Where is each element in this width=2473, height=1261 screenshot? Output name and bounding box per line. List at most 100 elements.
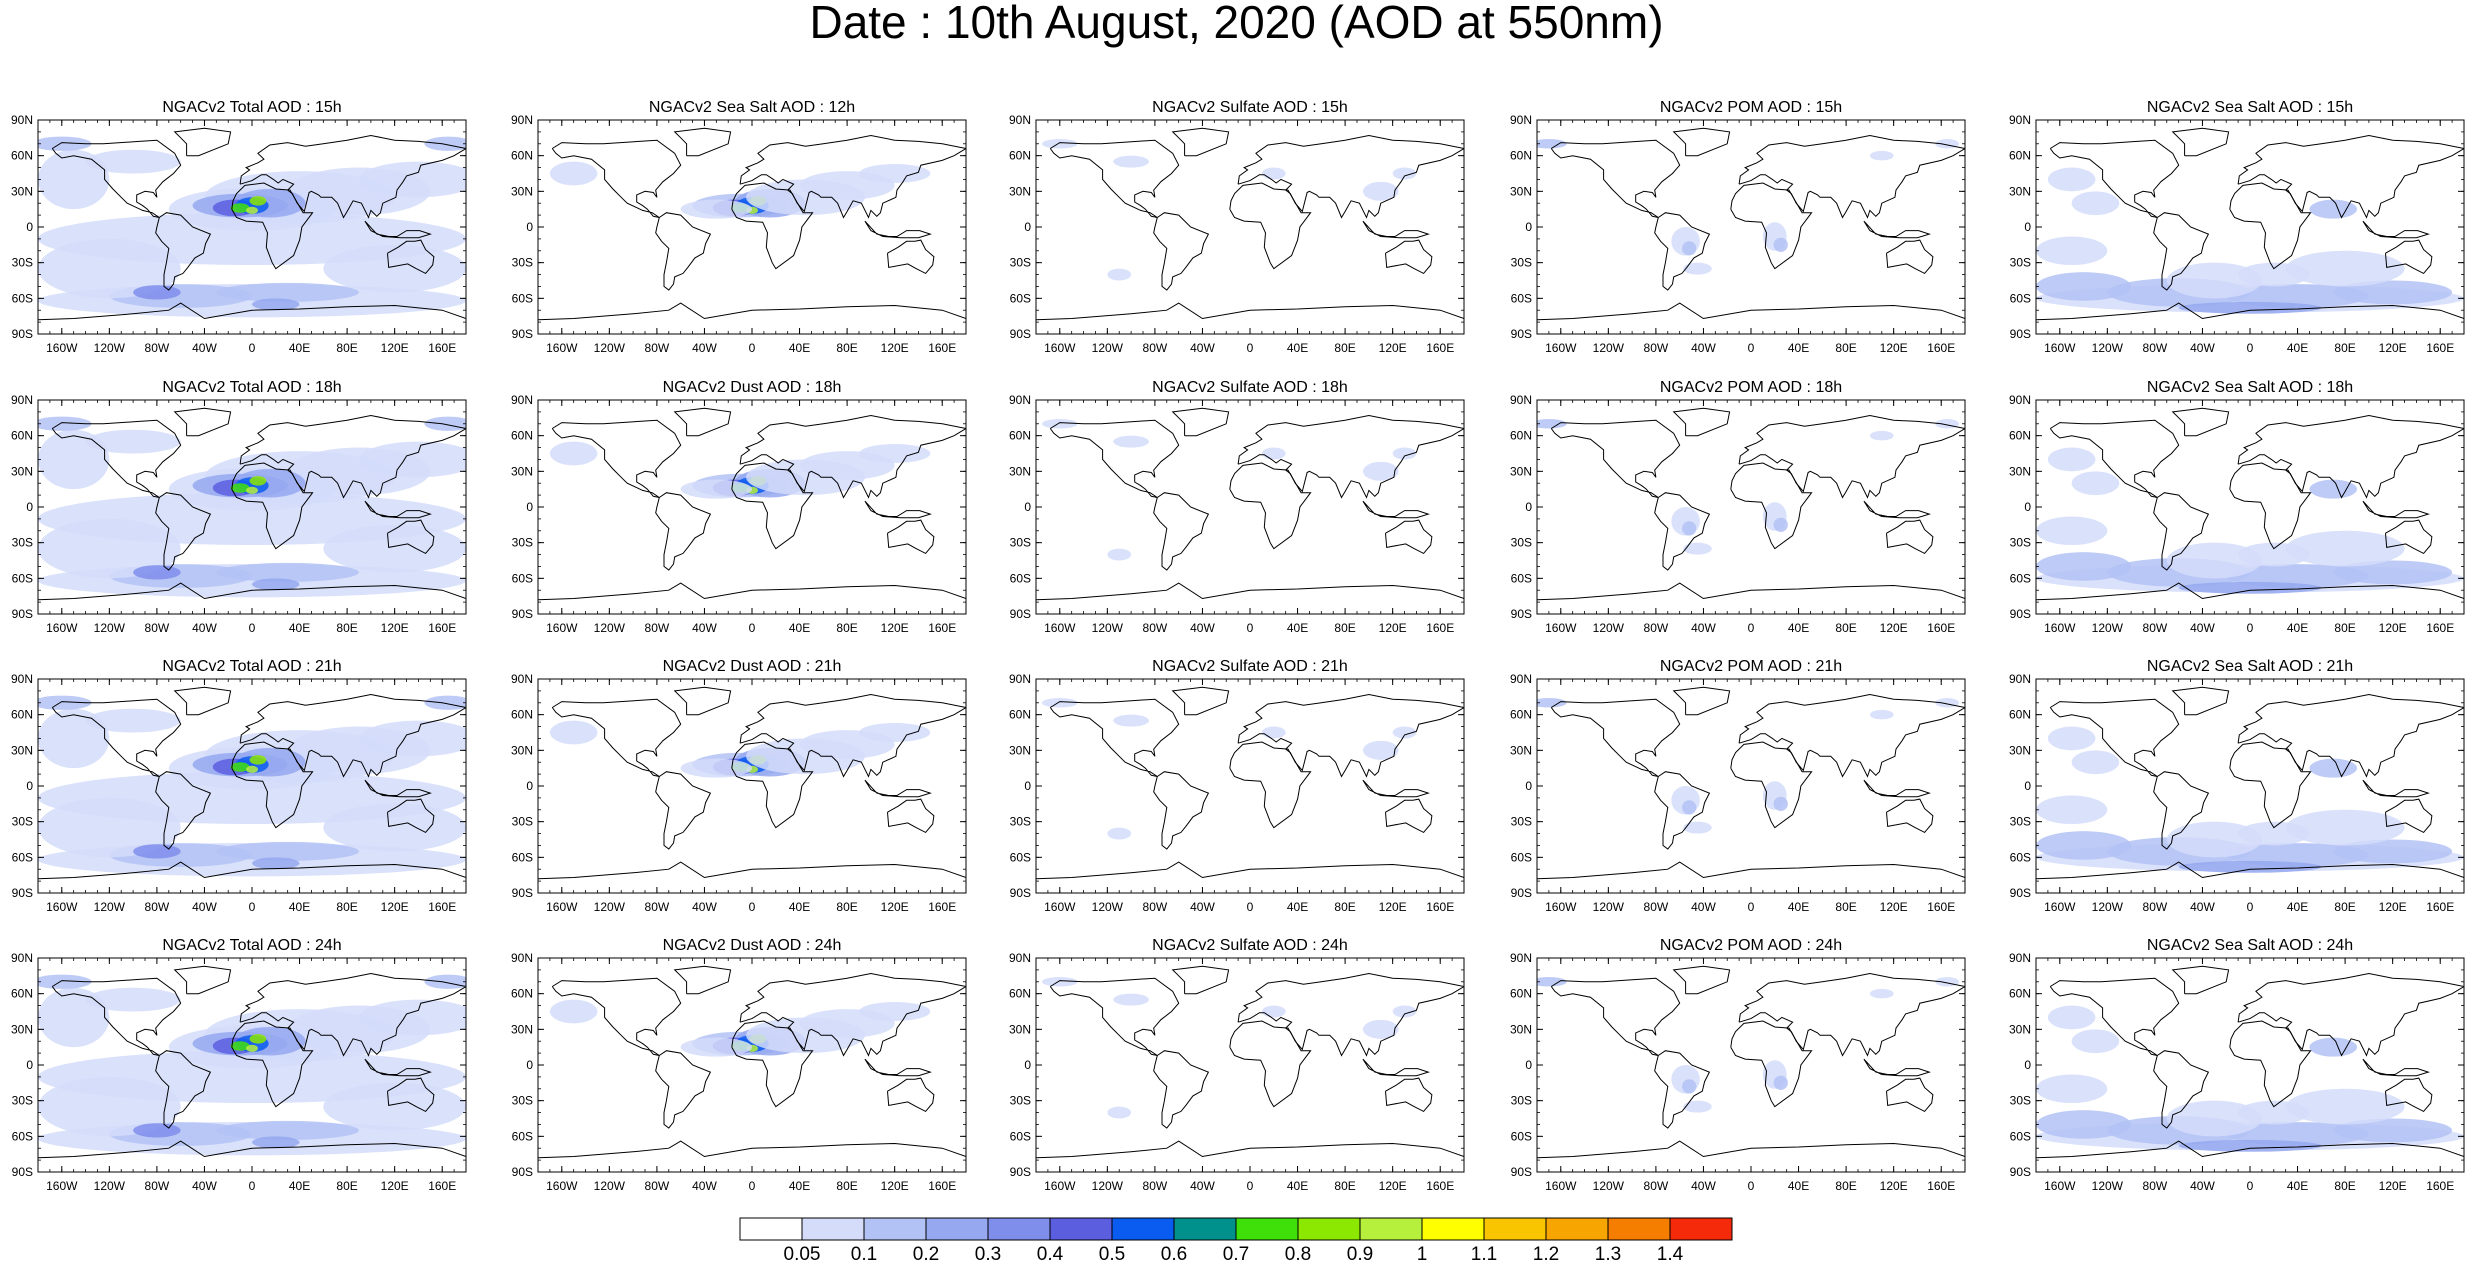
coastlines <box>1036 127 1464 321</box>
lon-tick-label: 80E <box>1835 621 1856 635</box>
lat-tick-label: 60N <box>2009 708 2031 722</box>
lat-tick-label: 60S <box>12 291 33 305</box>
colorbar-label: 0.9 <box>1347 1244 1373 1261</box>
aod-plume <box>1869 709 1894 720</box>
aod-plume <box>2285 250 2405 287</box>
coastline-eurasia <box>2237 693 2464 778</box>
coastline-africa <box>2229 741 2312 829</box>
lon-tick-label: 80W <box>145 341 170 355</box>
aod-plume <box>252 1136 300 1149</box>
coastline-australia <box>387 1077 435 1113</box>
coastlines <box>38 965 466 1159</box>
aod-plume <box>1537 698 1567 708</box>
coastline-south-america <box>1654 212 1711 291</box>
lon-tick-label: 40E <box>789 900 810 914</box>
lat-tick-label: 0 <box>1525 500 1532 514</box>
lon-tick-label: 120W <box>2092 1179 2124 1193</box>
lat-tick-label: 90N <box>11 951 33 965</box>
aod-plume <box>249 196 267 206</box>
lat-tick-label: 60S <box>12 571 33 585</box>
lat-tick-label: 30N <box>11 743 33 757</box>
lat-tick-label: 60S <box>12 850 33 864</box>
lon-tick-label: 40E <box>289 1179 310 1193</box>
lon-tick-label: 80W <box>645 621 670 635</box>
lon-tick-label: 80E <box>1334 621 1355 635</box>
lat-tick-label: 60N <box>1510 987 1532 1001</box>
lat-tick-label: 90N <box>2009 393 2031 407</box>
colorbar-label: 0.3 <box>975 1244 1001 1261</box>
lat-tick-label: 60S <box>512 291 533 305</box>
aod-plume <box>2238 1100 2310 1125</box>
lon-tick-label: 40E <box>1788 341 1809 355</box>
aod-plume <box>2166 542 2262 579</box>
aod-plume <box>246 1044 258 1052</box>
lat-tick-label: 30S <box>12 1094 33 1108</box>
coastline-north-america <box>551 977 682 1056</box>
coastlines <box>2036 407 2464 601</box>
lon-tick-label: 160E <box>928 1179 956 1193</box>
aod-plume <box>2036 1074 2108 1104</box>
aod-field <box>2036 1005 2464 1152</box>
aod-plume <box>1113 435 1149 448</box>
coastline-eurasia <box>1237 693 1464 778</box>
coastline-north-america <box>1049 139 1180 218</box>
coastline-south-america <box>155 1050 212 1129</box>
lat-tick-label: 30N <box>1510 184 1532 198</box>
lat-tick-label: 90N <box>511 393 533 407</box>
lon-tick-label: 120E <box>881 621 909 635</box>
lon-tick-label: 120W <box>594 900 626 914</box>
coastline-africa <box>731 462 814 550</box>
lon-tick-label: 40E <box>789 1179 810 1193</box>
coastline-indonesia <box>2362 500 2430 519</box>
colorbar-label: 1 <box>1417 1244 1428 1261</box>
coastline-antarctica-coast <box>538 861 966 880</box>
lon-tick-label: 40E <box>1788 1179 1809 1193</box>
aod-plume <box>2071 471 2120 496</box>
lat-tick-label: 60N <box>1510 149 1532 163</box>
aod-plume <box>2226 284 2369 308</box>
coastline-indonesia <box>1863 779 1931 798</box>
coastline-africa <box>731 741 814 829</box>
coastline-eurasia <box>739 414 966 499</box>
lon-tick-label: 40W <box>1691 621 1716 635</box>
lon-tick-label: 80W <box>1143 900 1168 914</box>
colorbar-bin <box>925 1217 989 1241</box>
panel-title: NGACv2 Sea Salt AOD : 12h <box>649 99 855 116</box>
lon-tick-label: 120E <box>881 341 909 355</box>
lat-tick-label: 0 <box>2024 220 2031 234</box>
lon-tick-label: 80E <box>1835 900 1856 914</box>
coastline-africa <box>1730 1020 1813 1108</box>
lon-tick-label: 0 <box>2247 1179 2254 1193</box>
lat-tick-label: 90S <box>12 886 33 900</box>
coastlines <box>38 127 466 321</box>
coastline-eurasia <box>2237 134 2464 219</box>
lon-tick-label: 80W <box>1143 341 1168 355</box>
coastline-indonesia <box>1362 1058 1430 1077</box>
aod-plume <box>549 161 598 186</box>
lon-tick-label: 0 <box>2247 621 2254 635</box>
lon-tick-label: 40W <box>692 900 717 914</box>
aod-plume <box>1869 988 1894 999</box>
coastline-greenland <box>1672 686 1731 716</box>
aod-plume <box>2226 564 2369 588</box>
coastline-indonesia <box>2362 220 2430 239</box>
coastline-australia <box>1385 239 1433 275</box>
coastline-indonesia <box>1362 220 1430 239</box>
map-panel: NGACv2 Total AOD : 24h 90N 60N 30N 0 30S 60S 90… <box>11 937 467 1193</box>
aod-plume <box>359 999 466 1036</box>
aod-field <box>549 441 931 499</box>
aod-plume <box>38 136 92 151</box>
coastlines <box>538 407 966 601</box>
coastline-south-america <box>655 771 712 850</box>
lat-tick-label: 0 <box>1525 1058 1532 1072</box>
lat-tick-label: 30S <box>12 815 33 829</box>
aod-field <box>1041 139 1417 281</box>
aod-plume <box>38 416 92 431</box>
lon-tick-label: 0 <box>749 1179 756 1193</box>
colorbar-bin <box>1173 1217 1237 1241</box>
lat-tick-label: 0 <box>526 1058 533 1072</box>
aod-plume <box>549 441 598 466</box>
lat-tick-label: 30N <box>511 184 533 198</box>
lat-tick-label: 90S <box>2010 327 2031 341</box>
